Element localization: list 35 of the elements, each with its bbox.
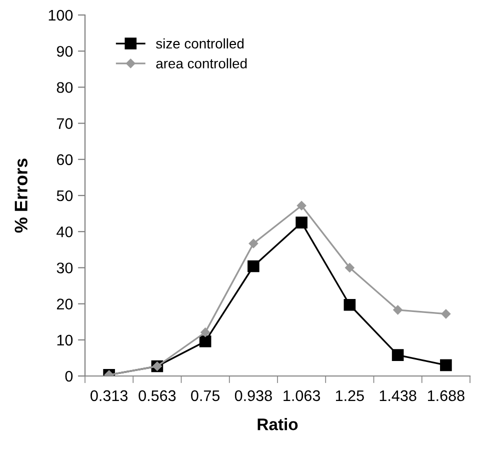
y-tick-label: 0 bbox=[65, 370, 73, 382]
y-axis-title: % Errors bbox=[14, 158, 28, 233]
x-tick-label: 1.438 bbox=[380, 390, 416, 402]
point bbox=[199, 335, 212, 348]
point bbox=[345, 263, 354, 272]
y-tick-label: 80 bbox=[56, 82, 73, 93]
y-tick-label: 10 bbox=[57, 334, 73, 346]
x-tick-label: 0.75 bbox=[191, 390, 220, 402]
y-tick-label: 100 bbox=[48, 10, 73, 21]
point bbox=[440, 359, 452, 372]
legend-label: size controlled bbox=[156, 38, 244, 49]
x-tick-label: 0.313 bbox=[90, 390, 128, 402]
x-tick-label: 1.063 bbox=[284, 390, 320, 402]
point bbox=[296, 200, 306, 210]
point bbox=[344, 298, 356, 311]
point bbox=[393, 305, 402, 315]
x-tick-label: 1.25 bbox=[336, 390, 364, 402]
y-tick-label: 60 bbox=[56, 154, 73, 166]
legend-label: area controlled bbox=[156, 58, 247, 68]
y-tick-label: 30 bbox=[56, 262, 73, 274]
point bbox=[200, 328, 210, 337]
y-tick-label: 40 bbox=[56, 226, 73, 238]
y-tick-label: 90 bbox=[56, 46, 73, 57]
point bbox=[441, 309, 451, 319]
y-tick-label: 50 bbox=[56, 190, 73, 202]
point bbox=[392, 349, 404, 361]
point bbox=[248, 260, 260, 272]
x-axis-title: Ratio bbox=[258, 418, 298, 430]
x-tick-label: 0.563 bbox=[138, 390, 176, 402]
y-tick-label: 20 bbox=[56, 298, 73, 310]
x-tick-label: 1.688 bbox=[428, 390, 464, 402]
point bbox=[296, 216, 308, 228]
y-tick-label: 70 bbox=[56, 118, 73, 129]
x-tick-label: 0.938 bbox=[234, 390, 272, 402]
point bbox=[248, 238, 258, 248]
